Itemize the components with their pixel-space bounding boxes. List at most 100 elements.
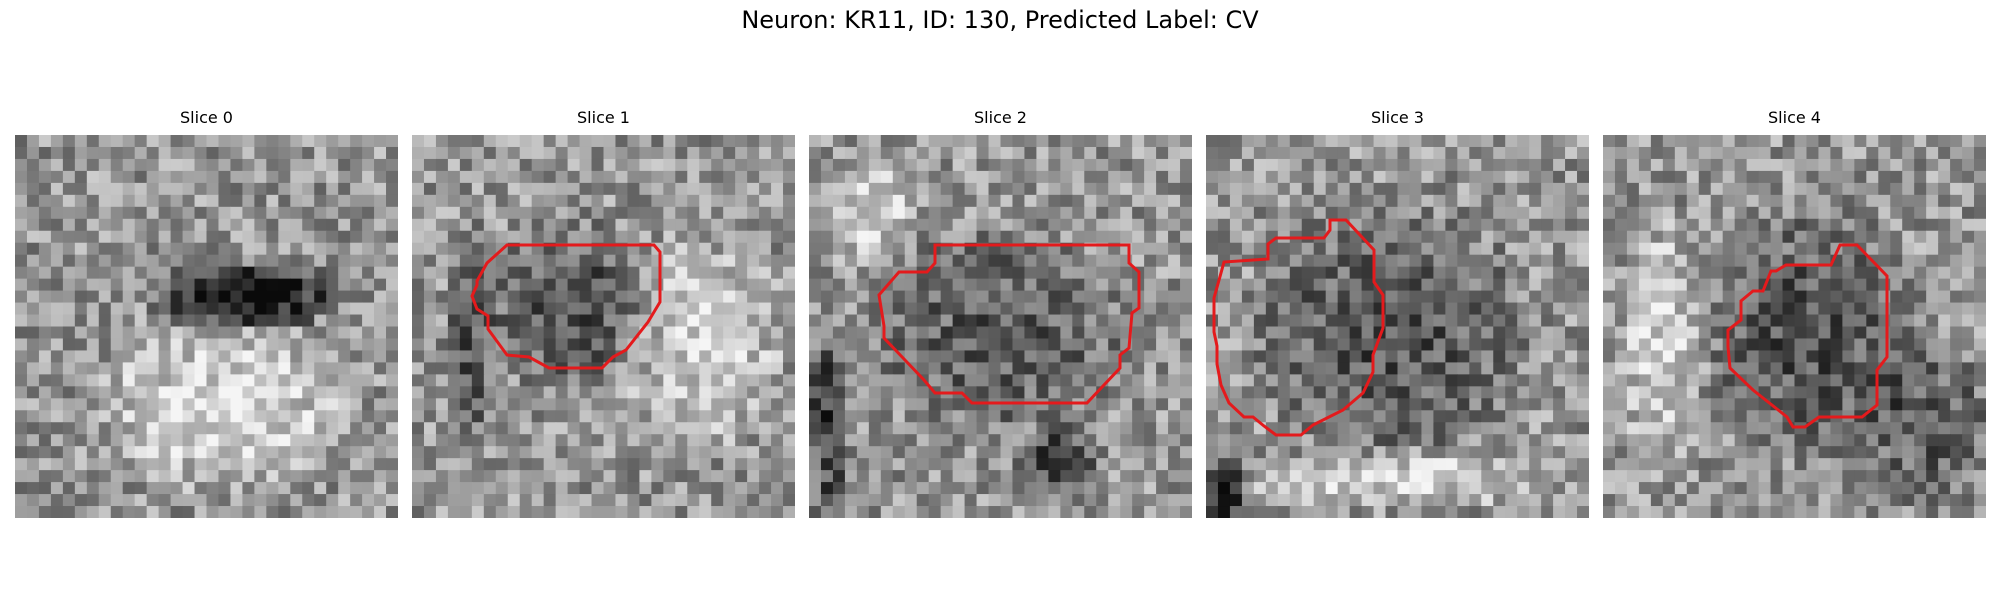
pixel	[194, 434, 208, 447]
pixel	[350, 506, 363, 518]
pixel	[495, 458, 509, 471]
pixel	[1469, 458, 1482, 471]
pixel	[1938, 242, 1951, 256]
pixel	[1962, 290, 1975, 304]
pixel	[38, 326, 52, 340]
pixel	[1024, 182, 1038, 196]
pixel	[1974, 158, 1986, 172]
pixel	[1782, 398, 1796, 411]
pixel	[290, 338, 303, 352]
pixel	[98, 254, 112, 268]
pixel	[1156, 194, 1169, 208]
pixel	[1686, 338, 1700, 352]
pixel	[483, 206, 497, 220]
pixel	[820, 278, 834, 292]
pixel	[1349, 135, 1363, 148]
pixel	[206, 338, 220, 352]
pixel	[699, 278, 712, 292]
pixel	[1746, 386, 1760, 399]
pixel	[639, 374, 652, 387]
pixel	[567, 290, 581, 304]
pixel	[868, 158, 882, 172]
pixel	[555, 410, 569, 423]
pixel	[386, 135, 398, 148]
pixel	[1241, 470, 1255, 483]
pixel	[74, 374, 88, 387]
pixel	[374, 410, 387, 423]
pixel	[1638, 302, 1652, 316]
pixel	[783, 482, 795, 495]
pixel	[290, 422, 303, 435]
pixel	[844, 302, 858, 316]
pixel	[1794, 326, 1808, 340]
pixel	[1373, 146, 1387, 160]
pixel	[1421, 254, 1435, 268]
pixel	[844, 194, 858, 208]
pixel	[134, 314, 148, 328]
pixel	[122, 434, 136, 447]
pixel	[809, 194, 822, 208]
pixel	[1253, 278, 1267, 292]
pixel	[687, 254, 700, 268]
pixel	[567, 158, 581, 172]
pixel	[1902, 302, 1915, 316]
pixel	[326, 350, 339, 364]
pixel	[1385, 410, 1399, 423]
pixel	[1301, 254, 1315, 268]
pixel	[338, 194, 351, 208]
pixel	[74, 266, 88, 280]
pixel	[242, 158, 255, 172]
pixel	[844, 314, 858, 328]
pixel	[1024, 506, 1038, 518]
pixel	[1541, 182, 1554, 196]
pixel	[412, 182, 425, 196]
pixel	[783, 374, 795, 387]
pixel	[1156, 242, 1169, 256]
pixel	[1132, 482, 1145, 495]
pixel	[266, 398, 279, 411]
pixel	[218, 362, 232, 375]
pixel	[412, 230, 425, 244]
pixel	[230, 374, 244, 387]
pixel	[74, 254, 88, 268]
pixel	[1072, 434, 1085, 447]
pixel	[194, 362, 208, 375]
pixel	[206, 422, 220, 435]
pixel	[1517, 170, 1530, 184]
pixel	[747, 158, 760, 172]
pixel	[374, 434, 387, 447]
pixel	[627, 266, 641, 280]
pixel	[230, 290, 244, 304]
pixel	[1638, 362, 1652, 375]
pixel	[1385, 482, 1399, 495]
pixel	[988, 182, 1002, 196]
pixel	[809, 362, 822, 375]
pixel	[110, 350, 124, 364]
pixel	[507, 146, 521, 160]
pixel	[1120, 194, 1133, 208]
pixel	[1180, 194, 1192, 208]
pixel	[230, 135, 244, 148]
pixel	[1217, 470, 1231, 483]
pixel	[591, 422, 605, 435]
pixel	[1770, 386, 1784, 399]
pixel	[832, 266, 846, 280]
pixel	[964, 290, 978, 304]
pixel	[158, 422, 172, 435]
pixel	[1072, 338, 1085, 352]
pixel	[1168, 362, 1181, 375]
pixel	[1072, 278, 1085, 292]
pixel	[1469, 158, 1482, 172]
pixel	[1842, 398, 1855, 411]
pixel	[519, 206, 533, 220]
pixel	[663, 362, 676, 375]
pixel	[1565, 482, 1578, 495]
pixel	[1553, 446, 1566, 459]
pixel	[435, 158, 449, 172]
pixel	[1168, 410, 1181, 423]
pixel	[1950, 230, 1963, 244]
pixel	[976, 458, 990, 471]
pixel	[844, 398, 858, 411]
pixel	[1156, 410, 1169, 423]
pixel	[1337, 314, 1351, 328]
